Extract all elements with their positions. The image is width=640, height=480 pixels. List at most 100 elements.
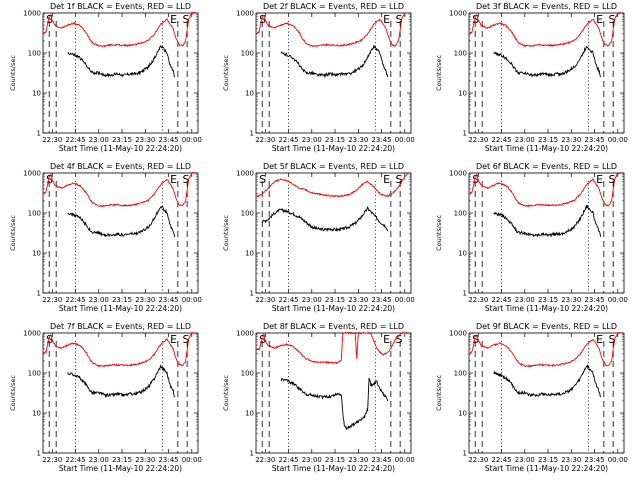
y-axis-label: Counts/sec (222, 375, 230, 411)
x-tick-label: 23:00 (515, 136, 535, 144)
x-tick-label: 22:45 (65, 456, 85, 464)
lld-series-line (43, 331, 196, 368)
y-tick-label: 100 (28, 210, 41, 218)
y-axis-label: Counts/sec (9, 55, 17, 91)
saa-marker-label: S (472, 333, 479, 346)
saa-marker-label: E (596, 13, 603, 26)
x-tick-label: 22:30 (42, 456, 62, 464)
x-tick-label: 22:30 (468, 296, 488, 304)
x-axis-label: Start Time (11-May-10 22:24:20) (59, 144, 182, 153)
y-tick-label: 10 (32, 90, 41, 98)
x-tick-label: 23:15 (325, 136, 345, 144)
x-tick-label: 00:00 (608, 456, 628, 464)
x-tick-label: 23:15 (112, 136, 132, 144)
saa-marker-label: E (596, 173, 603, 186)
y-tick-label: 10 (32, 250, 41, 258)
saa-marker-label: S (396, 173, 403, 186)
y-axis-label: Counts/sec (435, 215, 443, 251)
saa-marker-label: S (259, 333, 266, 346)
saa-marker-label: S (46, 173, 53, 186)
x-tick-label: 23:30 (348, 456, 368, 464)
x-tick-label: 22:30 (468, 136, 488, 144)
x-tick-label: 23:15 (538, 456, 558, 464)
saa-marker-label: E (383, 333, 390, 346)
saa-marker-label: S (183, 333, 190, 346)
saa-marker-label: S (46, 13, 53, 26)
y-tick-label: 100 (454, 210, 467, 218)
detector-panel: Det 3f BLACK = Events, RED = LLD 1 10 100 10… (435, 2, 628, 153)
saa-marker-label: S (472, 13, 479, 26)
detector-panel: Det 1f BLACK = Events, RED = LLD 1 10 100 10… (9, 2, 202, 153)
x-tick-label: 22:30 (42, 136, 62, 144)
x-tick-label: 22:30 (42, 296, 62, 304)
x-tick-label: 23:45 (371, 136, 391, 144)
events-series-line (280, 44, 389, 78)
saa-marker-label: E (170, 333, 177, 346)
x-tick-label: 22:45 (491, 136, 511, 144)
y-tick-label: 100 (28, 370, 41, 378)
saa-marker-label: S (183, 13, 190, 26)
y-tick-label: 10 (32, 410, 41, 418)
x-tick-label: 23:30 (561, 136, 581, 144)
events-series-line (493, 363, 602, 398)
detector-panel: Det 8f BLACK = Events, RED = LLD 1 10 100 10… (222, 322, 415, 473)
plot-frame (468, 12, 625, 134)
y-axis-label: Counts/sec (222, 215, 230, 251)
y-tick-label: 100 (241, 50, 254, 58)
x-tick-label: 00:00 (182, 136, 202, 144)
saa-marker-label: E (170, 173, 177, 186)
saa-marker-label: S (259, 13, 266, 26)
y-tick-label: 1000 (236, 330, 254, 338)
x-axis-label: Start Time (11-May-10 22:24:20) (59, 304, 182, 313)
x-tick-label: 23:15 (112, 296, 132, 304)
y-tick-label: 10 (245, 250, 254, 258)
y-tick-label: 1 (250, 450, 254, 458)
detector-panel: Det 7f BLACK = Events, RED = LLD 1 10 100 10… (9, 322, 202, 473)
lld-series-line (42, 11, 196, 48)
x-tick-label: 23:15 (112, 456, 132, 464)
x-axis-label: Start Time (11-May-10 22:24:20) (485, 304, 608, 313)
x-tick-label: 22:30 (255, 456, 275, 464)
y-tick-label: 10 (245, 410, 254, 418)
lld-series-line (255, 331, 409, 365)
events-series-line (262, 206, 389, 233)
y-tick-label: 10 (245, 90, 254, 98)
y-tick-label: 10 (458, 90, 467, 98)
saa-marker-label: E (170, 13, 177, 26)
panel-title: Det 2f BLACK = Events, RED = LLD (263, 2, 404, 11)
x-tick-label: 23:45 (584, 136, 604, 144)
plot-frame (468, 332, 625, 454)
y-axis-label: Counts/sec (435, 55, 443, 91)
y-tick-label: 1000 (23, 330, 41, 338)
x-tick-label: 22:45 (278, 136, 298, 144)
y-tick-label: 1000 (449, 330, 467, 338)
y-tick-label: 100 (454, 50, 467, 58)
x-tick-label: 00:00 (608, 296, 628, 304)
panel-title: Det 6f BLACK = Events, RED = LLD (476, 162, 617, 171)
y-tick-label: 1 (463, 450, 467, 458)
x-tick-label: 23:00 (302, 456, 322, 464)
x-tick-label: 23:30 (135, 296, 155, 304)
plot-frame (255, 172, 412, 294)
x-tick-label: 23:00 (515, 456, 535, 464)
y-axis-label: Counts/sec (435, 375, 443, 411)
y-tick-label: 1000 (236, 10, 254, 18)
lld-series-line (468, 172, 622, 208)
events-series-line (280, 377, 389, 430)
panel-title: Det 5f BLACK = Events, RED = LLD (263, 162, 404, 171)
panel-title: Det 4f BLACK = Events, RED = LLD (50, 162, 191, 171)
detector-panel: Det 9f BLACK = Events, RED = LLD 1 10 100 10… (435, 322, 628, 473)
saa-marker-label: S (183, 173, 190, 186)
y-tick-label: 100 (241, 370, 254, 378)
saa-marker-label: S (609, 173, 616, 186)
x-tick-label: 22:45 (65, 296, 85, 304)
detector-panel: Det 5f BLACK = Events, RED = LLD 1 10 100 10… (222, 162, 415, 313)
x-tick-label: 00:00 (182, 456, 202, 464)
y-tick-label: 1 (463, 130, 467, 138)
x-tick-label: 23:15 (538, 296, 558, 304)
x-tick-label: 22:30 (255, 296, 275, 304)
saa-marker-label: S (259, 173, 266, 186)
x-tick-label: 23:45 (158, 136, 178, 144)
